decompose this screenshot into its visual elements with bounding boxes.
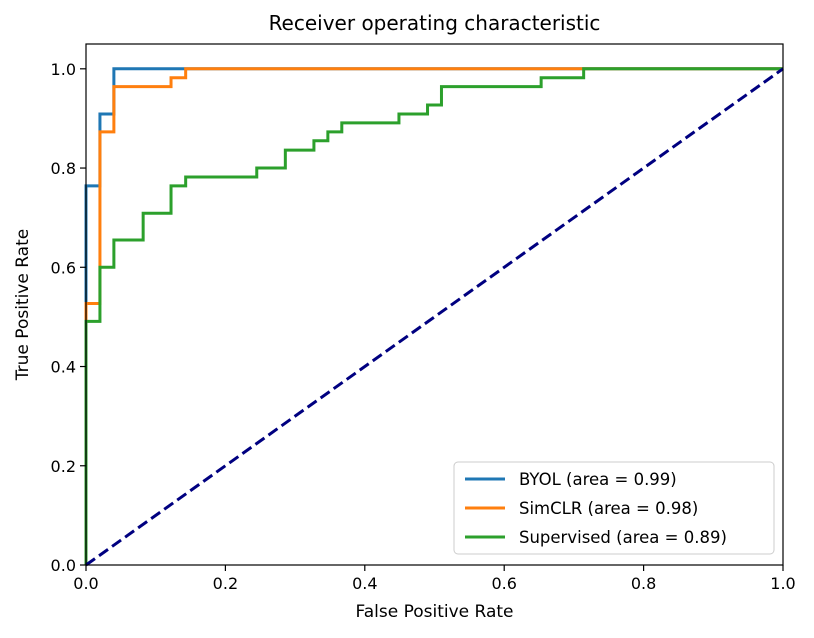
plot-area [84,67,784,567]
legend-label-byol: BYOL (area = 0.99) [519,470,677,489]
x-tick-label: 0.8 [631,574,656,593]
legend-box [453,461,775,555]
x-tick-label: 0.2 [213,574,238,593]
y-tick-label: 0.0 [51,556,76,575]
y-tick-label: 0.6 [51,258,76,277]
y-axis-label: True Positive Rate [13,229,33,381]
x-axis-label: False Positive Rate [356,602,514,622]
x-tick-label: 0.6 [491,574,516,593]
series-line-supervised [84,67,783,565]
legend-label-simclr: SimCLR (area = 0.98) [519,499,698,518]
axes-frame [85,43,784,566]
y-tick-label: 1.0 [51,60,76,79]
x-tick-label: 0.0 [73,574,98,593]
series-layer [84,67,783,565]
series-line-simclr [84,67,783,565]
legend: BYOL (area = 0.99) SimCLR (area = 0.98) … [453,461,775,555]
reference-layer [85,67,784,567]
x-axis-ticks: 0.0 0.2 0.4 0.6 0.8 1.0 [73,565,796,593]
x-tick-label: 1.0 [770,574,795,593]
y-tick-label: 0.2 [51,457,76,476]
x-tick-label: 0.4 [352,574,377,593]
y-axis-ticks: 0.0 0.2 0.4 0.6 0.8 1.0 [51,60,86,575]
y-tick-label: 0.8 [51,159,76,178]
chart-title: Receiver operating characteristic [269,11,601,35]
series-line-byol [84,67,783,565]
y-tick-label: 0.4 [51,358,76,377]
legend-label-supervised: Supervised (area = 0.89) [519,528,727,547]
chance-diagonal-line [85,67,784,567]
